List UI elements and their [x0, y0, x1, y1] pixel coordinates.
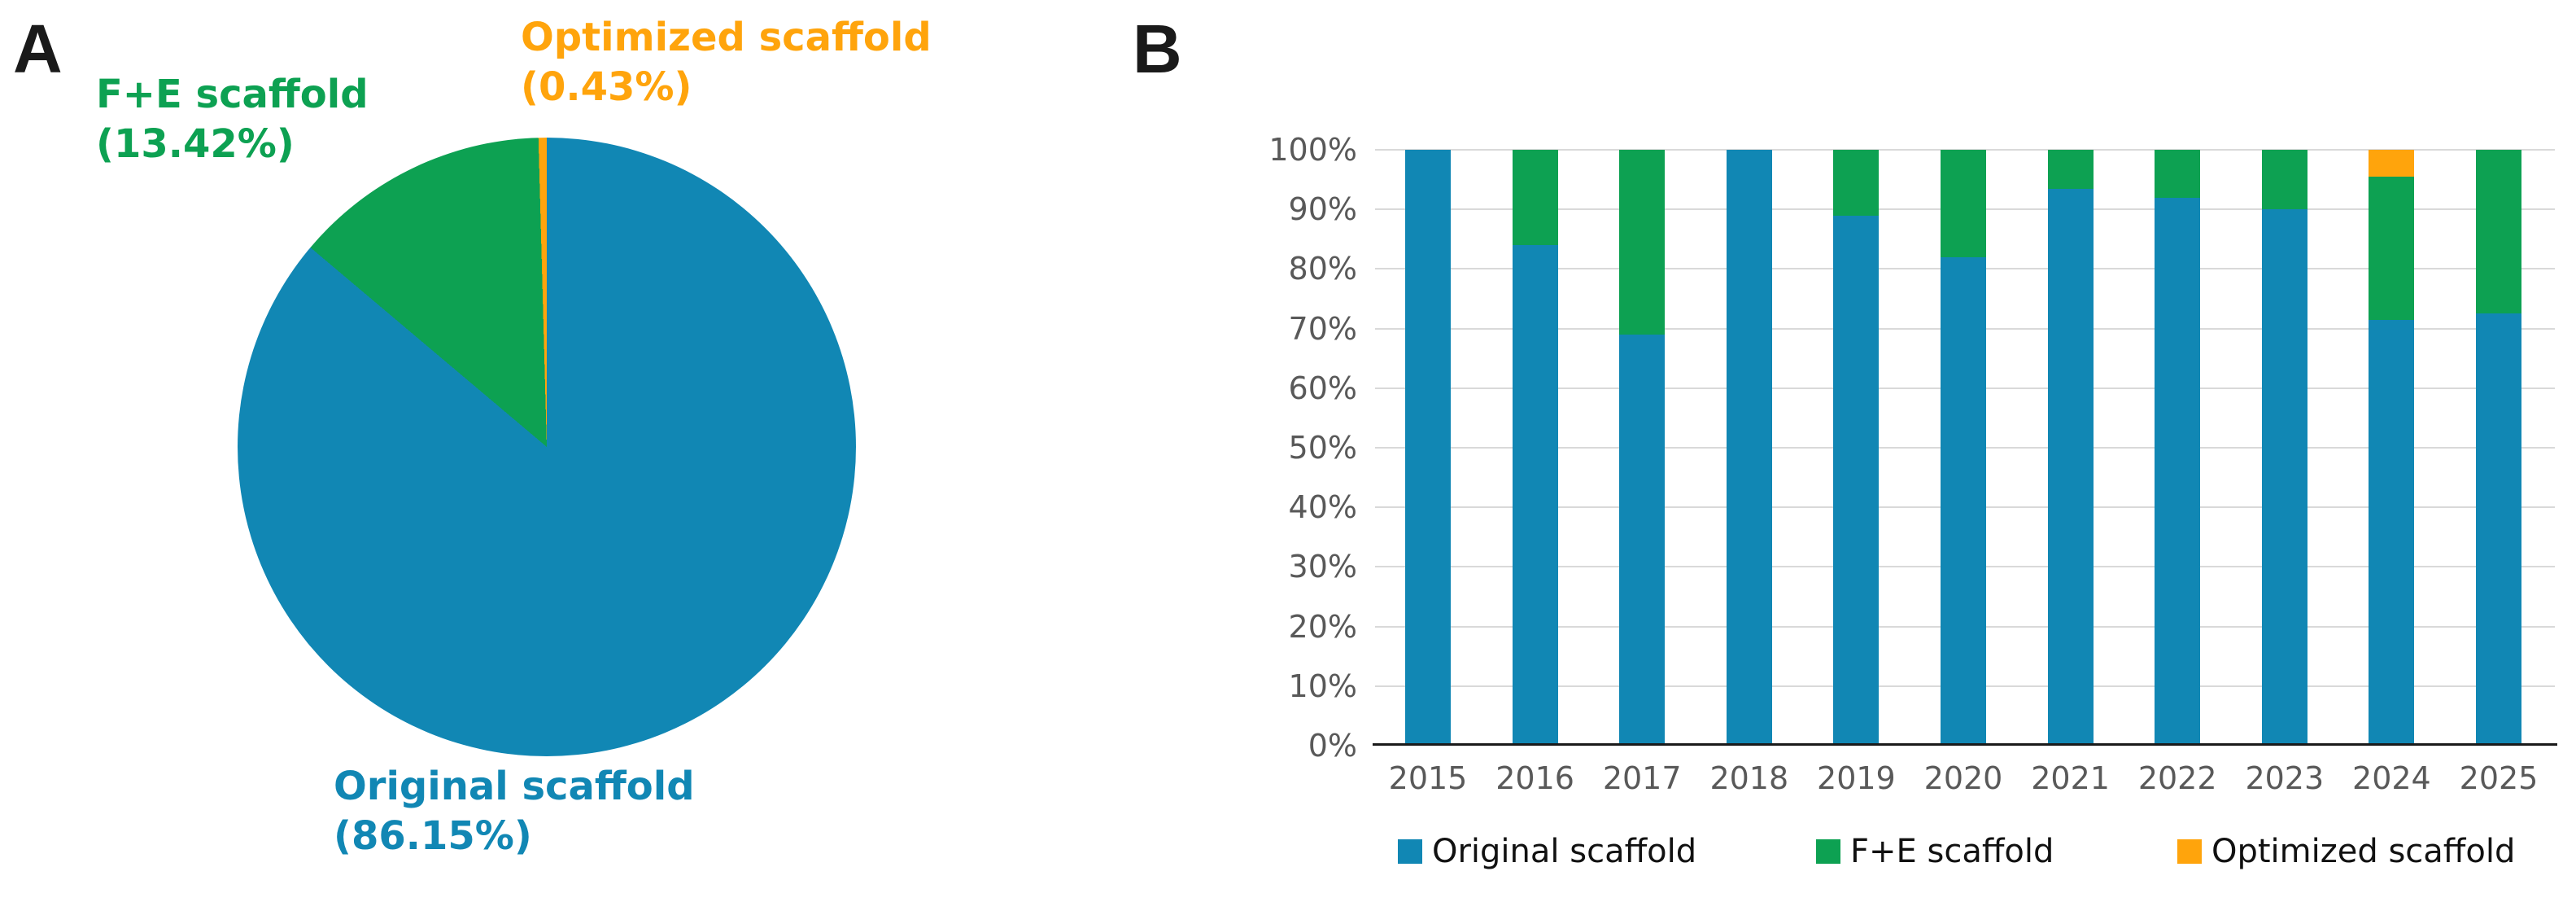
pie-callout-fe-line2: (13.42%): [96, 121, 295, 168]
y-tick-label-40: 40%: [1288, 489, 1357, 526]
bar-2015: [1405, 150, 1451, 746]
pie-callout-optimized-scaffold: Optimized scaffold (0.43%): [521, 13, 932, 113]
x-tick-label-2021: 2021: [2031, 760, 2110, 796]
pie-callout-original-line2: (86.15%): [334, 813, 532, 860]
bar-2025: [2476, 150, 2521, 746]
x-tick-label-2017: 2017: [1602, 760, 1682, 796]
legend-label-original-scaffold: Original scaffold: [1432, 833, 1697, 870]
panel-a-label: A: [13, 11, 63, 87]
bar-2016-segment-blue: [1512, 245, 1558, 746]
bar-2025-segment-green: [2476, 150, 2521, 314]
bar-2023-segment-green: [2261, 150, 2307, 210]
bar-2016: [1512, 150, 1558, 746]
bar-2025-segment-blue: [2476, 313, 2521, 746]
bar-2024-segment-blue: [2369, 319, 2415, 746]
x-tick-label-2016: 2016: [1495, 760, 1574, 796]
x-axis-line: [1373, 743, 2557, 746]
bar-2024-segment-orange: [2369, 150, 2415, 177]
bar-2023: [2261, 150, 2307, 746]
bar-2023-segment-blue: [2261, 209, 2307, 746]
legend-label-optimized-scaffold: Optimized scaffold: [2211, 833, 2516, 870]
bar-2022-segment-blue: [2155, 197, 2201, 746]
y-tick-label-80: 80%: [1288, 251, 1357, 287]
y-tick-label-70: 70%: [1288, 310, 1357, 347]
x-tick-label-2022: 2022: [2137, 760, 2217, 796]
bar-2024: [2369, 150, 2415, 746]
bar-2018-segment-blue: [1726, 150, 1772, 746]
pie-callout-original-scaffold: Original scaffold (86.15%): [334, 762, 695, 862]
panel-b-label: B: [1133, 11, 1182, 87]
pie-callout-fe-line1: F+E scaffold: [96, 72, 369, 117]
pie-callout-optimized-line2: (0.43%): [521, 64, 692, 111]
x-tick-label-2019: 2019: [1817, 760, 1896, 796]
y-tick-label-10: 10%: [1288, 668, 1357, 704]
x-tick-label-2015: 2015: [1388, 760, 1468, 796]
bar-2022: [2155, 150, 2201, 746]
x-tick-label-2018: 2018: [1709, 760, 1789, 796]
bar-2017-segment-green: [1619, 150, 1666, 335]
bar-2019: [1833, 150, 1880, 746]
pie-chart: [238, 138, 856, 756]
bar-2021-segment-blue: [2047, 188, 2094, 746]
legend-item-fe-scaffold: F+E scaffold: [1816, 835, 2054, 868]
x-tick-label-2023: 2023: [2245, 760, 2325, 796]
bar-2017-segment-blue: [1619, 334, 1666, 746]
y-tick-label-60: 60%: [1288, 370, 1357, 406]
stacked-bar-chart-plot-area: 100% 90% 80% 70% 60% 50% 40% 30% 20% 10% 0% 2015 201…: [1268, 134, 2557, 796]
pie-callout-fe-scaffold: F+E scaffold (13.42%): [96, 70, 369, 170]
bar-2015-segment-blue: [1405, 150, 1451, 746]
bar-2018: [1726, 150, 1772, 746]
y-tick-label-0: 0%: [1308, 728, 1357, 764]
bar-2016-segment-green: [1512, 150, 1558, 246]
bar-2021: [2047, 150, 2094, 746]
bar-2020-segment-green: [1941, 150, 1986, 257]
y-tick-label-30: 30%: [1288, 549, 1357, 585]
y-tick-label-90: 90%: [1288, 191, 1357, 228]
gridline-100: [1375, 149, 2555, 151]
x-tick-label-2020: 2020: [1923, 760, 2003, 796]
bar-2019-segment-blue: [1833, 215, 1880, 746]
bar-2021-segment-green: [2047, 150, 2094, 189]
legend-item-optimized-scaffold: Optimized scaffold: [2177, 835, 2515, 868]
bar-2020-segment-blue: [1941, 256, 1986, 746]
x-tick-label-2025: 2025: [2459, 760, 2539, 796]
pie-callout-optimized-line1: Optimized scaffold: [521, 15, 932, 60]
bar-2017: [1619, 150, 1666, 746]
pie-callout-original-line1: Original scaffold: [334, 764, 695, 809]
bar-2020: [1941, 150, 1986, 746]
legend-label-fe-scaffold: F+E scaffold: [1850, 833, 2054, 870]
bar-2024-segment-green: [2369, 176, 2415, 320]
y-tick-label-100: 100%: [1268, 132, 1357, 168]
legend-swatch-original-scaffold: [1398, 839, 1422, 864]
y-tick-label-20: 20%: [1288, 608, 1357, 645]
legend-item-original-scaffold: Original scaffold: [1398, 835, 1696, 868]
y-tick-label-50: 50%: [1288, 430, 1357, 466]
bar-2022-segment-green: [2155, 150, 2201, 198]
bar-2019-segment-green: [1833, 150, 1880, 216]
legend-swatch-optimized-scaffold: [2177, 839, 2202, 864]
x-tick-label-2024: 2024: [2352, 760, 2431, 796]
legend-swatch-fe-scaffold: [1816, 839, 1840, 864]
